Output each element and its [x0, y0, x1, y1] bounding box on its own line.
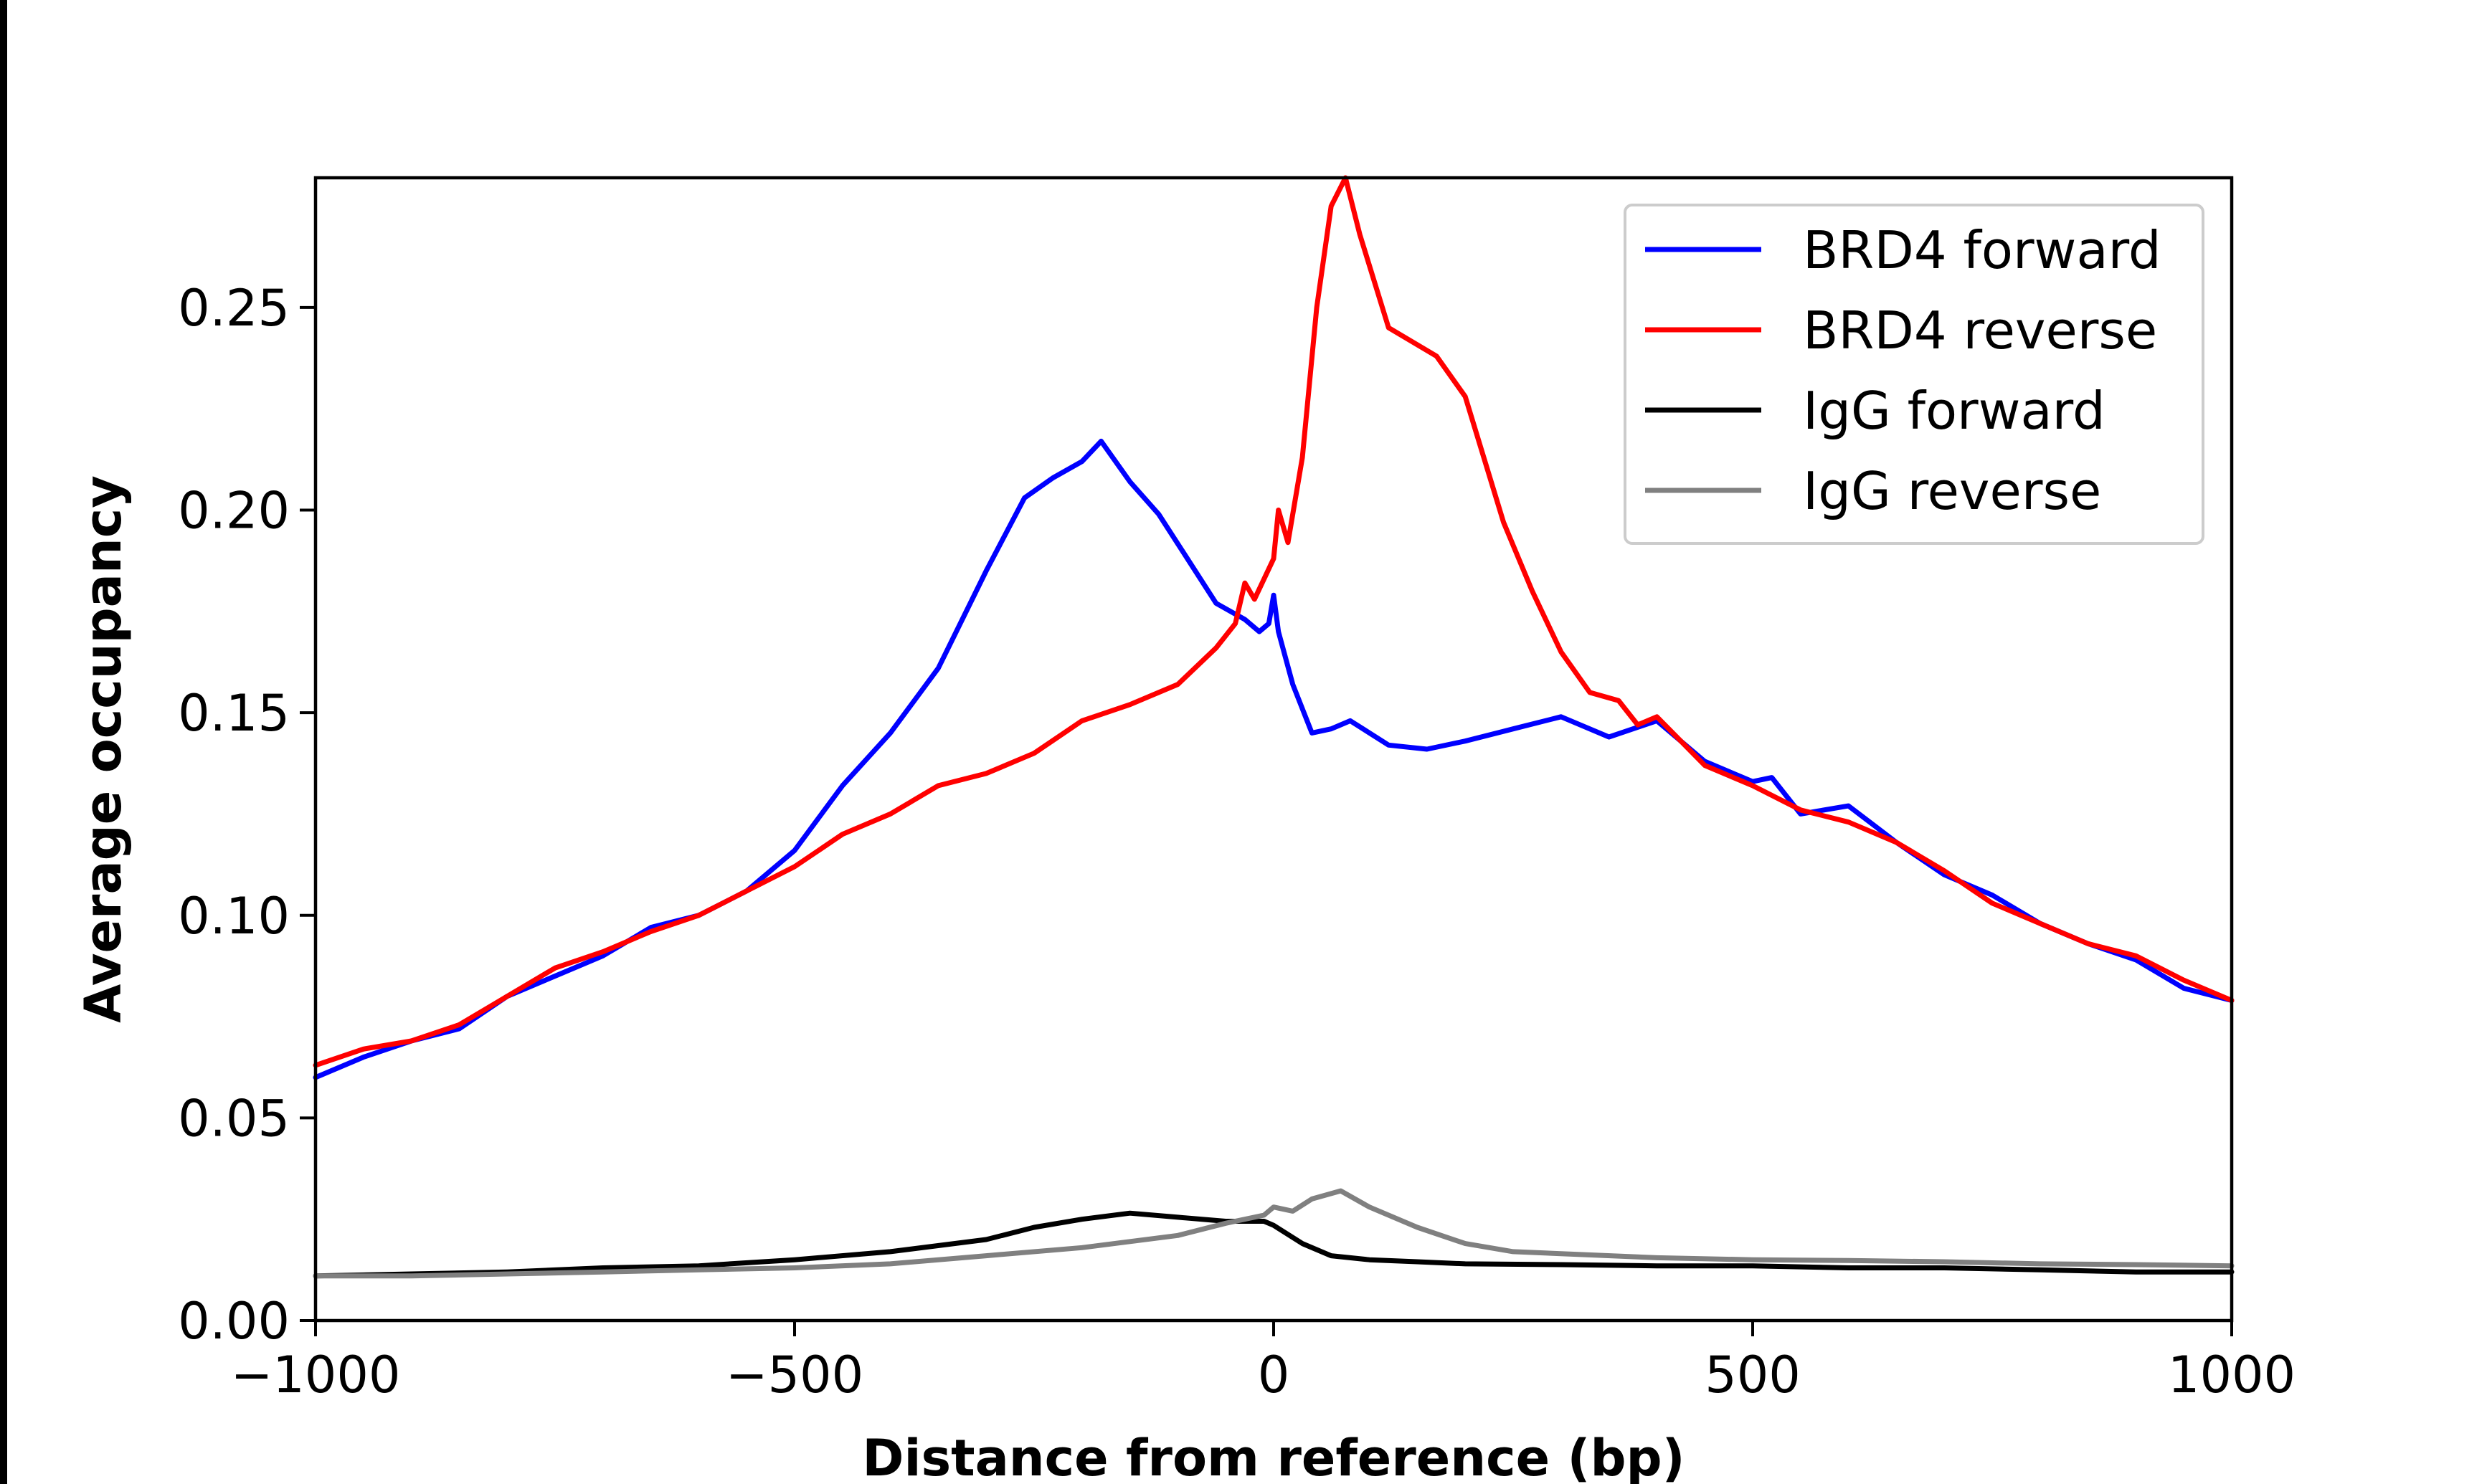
- y-tick-label: 0.00: [178, 1292, 290, 1351]
- x-tick-label: 500: [1705, 1346, 1801, 1404]
- legend-label-igg-forward: IgG forward: [1803, 381, 2105, 441]
- x-tick-label: −1000: [231, 1346, 401, 1404]
- left-edge-bar: [0, 0, 7, 1484]
- series-line-brd4-reverse: [313, 175, 2235, 1068]
- x-axis: −1000 −500 0 500 1000: [231, 1321, 2296, 1404]
- x-tick-label: −500: [726, 1346, 863, 1404]
- y-tick-label: 0.05: [178, 1089, 290, 1148]
- legend: BRD4 forward BRD4 reverse IgG forward IgG r…: [1624, 204, 2204, 545]
- y-tick-label: 0.25: [178, 279, 290, 338]
- legend-label-brd4-reverse: BRD4 reverse: [1803, 300, 2157, 361]
- series-layer: [313, 175, 2235, 1279]
- legend-label-brd4-forward: BRD4 forward: [1803, 220, 2161, 280]
- y-axis-title: Average occupancy: [74, 475, 133, 1023]
- y-tick-label: 0.10: [178, 887, 290, 946]
- legend-box: [1624, 204, 2204, 545]
- legend-label-igg-reverse: IgG reverse: [1803, 461, 2101, 521]
- x-axis-title: Distance from reference (bp): [862, 1429, 1685, 1484]
- series-line-igg-forward: [313, 1210, 2235, 1279]
- x-tick-label: 0: [1258, 1346, 1290, 1404]
- series-line-igg-reverse: [313, 1188, 2235, 1279]
- y-axis: 0.00 0.05 0.10 0.15 0.20 0.25: [178, 279, 316, 1351]
- x-tick-label: 1000: [2168, 1346, 2296, 1404]
- y-tick-label: 0.20: [178, 482, 290, 541]
- y-tick-label: 0.15: [178, 684, 290, 743]
